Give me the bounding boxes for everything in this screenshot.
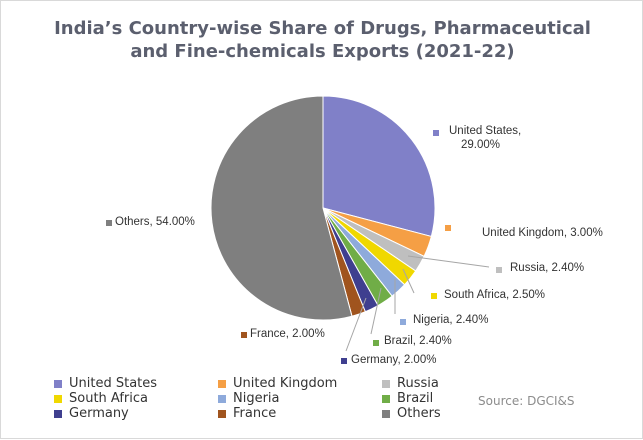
data-label-russia: Russia, 2.40% xyxy=(510,262,584,274)
leader-line-south-africa xyxy=(402,268,415,294)
data-label-france: France, 2.00% xyxy=(250,328,325,340)
data-label-marker-russia xyxy=(496,267,502,273)
pie-slice-others xyxy=(210,95,353,321)
source-note: Source: DGCI&S xyxy=(478,394,575,408)
data-label-germany: Germany, 2.00% xyxy=(351,354,436,366)
data-label-others: Others, 54.00% xyxy=(115,216,195,228)
chart-title-line1: India’s Country-wise Share of Drugs, Pha… xyxy=(54,18,591,39)
data-label-marker-south-africa xyxy=(431,293,437,299)
leader-line-russia xyxy=(407,255,490,268)
data-label-marker-united-kingdom xyxy=(445,225,451,231)
data-label-brazil: Brazil, 2.40% xyxy=(384,335,452,347)
data-label-nigeria: Nigeria, 2.40% xyxy=(413,314,488,326)
chart-title-line2: and Fine-chemicals Exports (2021-22) xyxy=(130,41,515,62)
data-label-marker-germany xyxy=(341,358,347,364)
data-label-south-africa: South Africa, 2.50% xyxy=(444,289,545,301)
pie-slice-united-states xyxy=(322,95,436,238)
leader-line-brazil xyxy=(370,287,382,335)
data-label-marker-france xyxy=(241,332,247,338)
data-label-united-kingdom: United Kingdom, 3.00% xyxy=(482,227,603,239)
data-label-marker-brazil xyxy=(373,340,379,346)
chart-title: India’s Country-wise Share of Drugs, Pha… xyxy=(1,17,643,63)
data-label-united-states: United States, xyxy=(449,125,521,137)
data-label-marker-united-states xyxy=(433,130,439,136)
data-label-marker-others xyxy=(106,220,112,226)
data-label-marker-nigeria xyxy=(400,319,406,325)
leader-line-germany xyxy=(345,297,367,352)
data-label-value-united-states: 29.00% xyxy=(461,139,500,151)
